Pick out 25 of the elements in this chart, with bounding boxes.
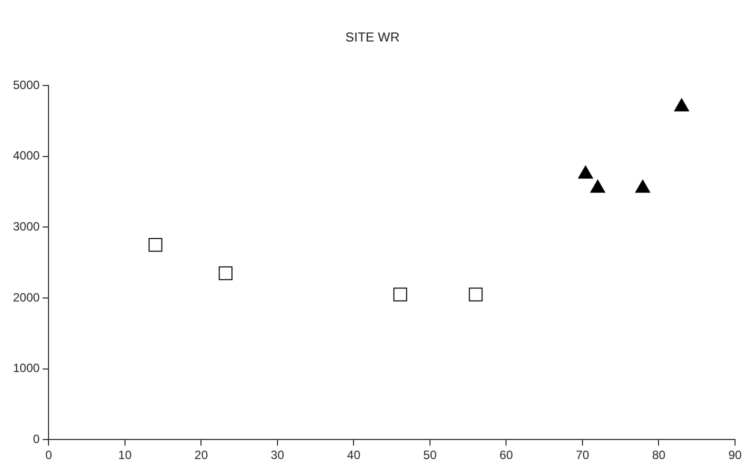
x-tick-label: 10 (118, 448, 132, 462)
y-tick-label: 2000 (12, 290, 40, 304)
y-tick-label: 4000 (12, 148, 40, 163)
chart-title: SITE WR (345, 29, 400, 44)
x-tick-label: 50 (423, 448, 437, 462)
x-tick-label: 90 (728, 448, 742, 462)
point (674, 98, 690, 112)
y-tick-label: 3000 (12, 220, 40, 234)
x-tick-label: 80 (652, 448, 666, 462)
point (218, 266, 232, 280)
x-tick-label: 40 (347, 448, 361, 462)
y-tick-label: 5000 (12, 78, 40, 92)
y-tick-label: 0 (33, 432, 40, 446)
point (635, 180, 650, 193)
x-tick-label: 70 (576, 448, 590, 462)
y-tick-label: 1000 (12, 361, 40, 376)
x-tick-label: 60 (500, 448, 514, 462)
point (393, 288, 408, 302)
x-tick-label: 30 (270, 448, 284, 462)
x-tick-label: 20 (194, 448, 208, 462)
point (578, 166, 593, 179)
point (148, 238, 162, 252)
point (590, 180, 606, 193)
point (468, 288, 483, 302)
x-tick-label: 0 (45, 448, 52, 462)
